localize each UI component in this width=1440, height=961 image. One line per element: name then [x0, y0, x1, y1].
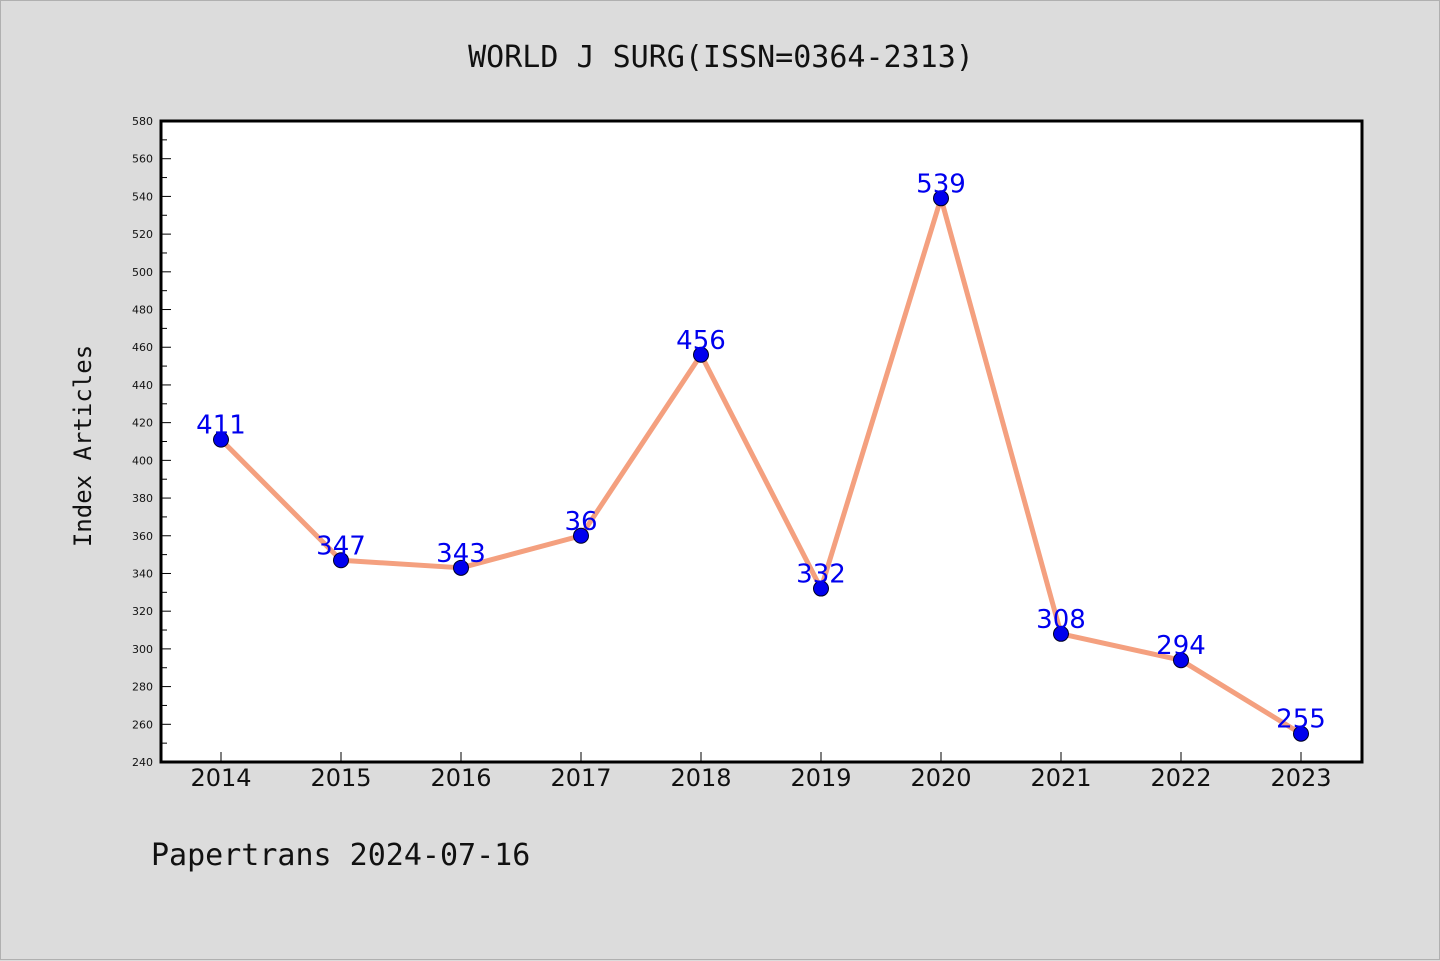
data-label-2019: 332: [796, 560, 846, 590]
y-tick-label: 480: [132, 304, 153, 317]
y-tick-label: 440: [132, 379, 153, 392]
y-tick-label: 280: [132, 681, 153, 694]
data-label-2021: 308: [1036, 605, 1086, 635]
data-point-2022: [1173, 652, 1189, 669]
chart-title: WORLD J SURG(ISSN=0364-2313): [468, 40, 974, 75]
x-tick-label: 2021: [1030, 764, 1091, 792]
data-label-2015: 347: [316, 531, 366, 561]
data-point-2018: [693, 346, 709, 363]
x-tick-label: 2023: [1270, 764, 1331, 792]
data-point-2021: [1053, 625, 1069, 642]
y-tick-label: 520: [132, 228, 153, 241]
x-tick-label: 2020: [910, 764, 971, 792]
y-tick-label: 580: [132, 115, 153, 128]
data-point-2014: [213, 431, 229, 448]
data-point-2020: [933, 190, 949, 207]
y-tick-label: 400: [132, 454, 153, 467]
x-tick-label: 2019: [790, 764, 851, 792]
x-tick-label: 2022: [1150, 764, 1211, 792]
y-tick-label: 380: [132, 492, 153, 505]
series-line: [219, 195, 1303, 736]
data-markers: [213, 190, 1309, 742]
data-label-2020: 539: [916, 169, 966, 199]
data-point-2017: [573, 527, 589, 544]
data-label-2017: 36: [564, 507, 597, 537]
y-axis-label: Index Articles: [69, 345, 97, 547]
y-tick-label: 260: [132, 718, 153, 731]
y-tick-label: 340: [132, 567, 153, 580]
y-axis: 240 260 280 300 320 340 360 380 400 420 440 460 480 5…: [132, 115, 171, 769]
x-tick-label: 2015: [310, 764, 371, 792]
y-tick-label: 420: [132, 417, 153, 430]
x-tick-label: 2014: [190, 764, 251, 792]
y-tick-label: 300: [132, 643, 153, 656]
data-point-2015: [333, 552, 349, 569]
y-tick-label: 320: [132, 605, 153, 618]
x-tick-label: 2016: [430, 764, 491, 792]
data-label-2023: 255: [1276, 705, 1326, 735]
data-label-2014: 411: [196, 411, 246, 441]
y-tick-label: 500: [132, 266, 153, 279]
data-point-2023: [1293, 725, 1309, 742]
y-tick-label: 360: [132, 530, 153, 543]
data-label-2016: 343: [436, 539, 486, 569]
x-axis: 2014 2015 2016 2017 2018 2019 2020 2021 2022 2023: [190, 752, 1332, 792]
x-tick-label: 2017: [550, 764, 611, 792]
data-label-2018: 456: [676, 326, 726, 356]
y-tick-label: 240: [132, 756, 153, 769]
data-labels: 411 347 343 36 456 332 539 308 294 255: [196, 169, 1326, 734]
y-tick-label: 460: [132, 341, 153, 354]
data-point-2019: [813, 580, 829, 597]
data-point-2016: [453, 559, 469, 576]
data-label-2022: 294: [1156, 631, 1206, 661]
x-tick-label: 2018: [670, 764, 731, 792]
footer-source-date: Papertrans 2024-07-16: [151, 838, 530, 873]
y-tick-label: 540: [132, 190, 153, 203]
y-tick-label: 560: [132, 153, 153, 166]
